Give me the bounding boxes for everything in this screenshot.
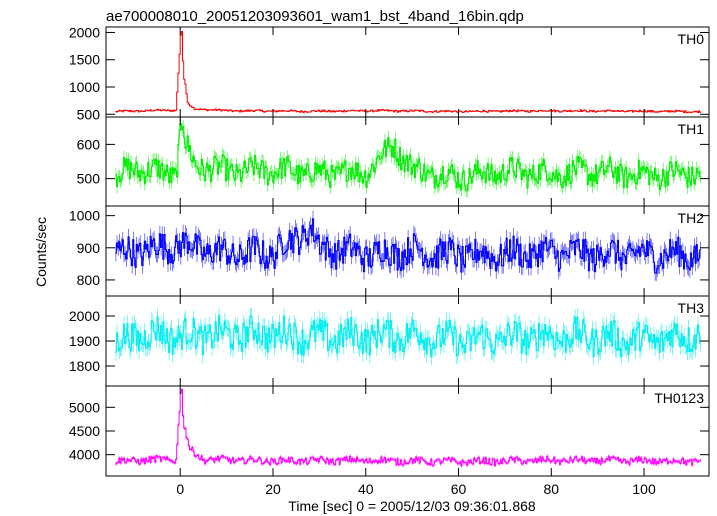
y-tick-label: 1500: [69, 52, 100, 68]
panel-label-th3: TH3: [678, 300, 705, 316]
series-th2-line: [115, 218, 701, 274]
y-tick-label: 4000: [69, 447, 100, 463]
y-tick-label: 2000: [69, 24, 100, 40]
panels-group: 500 1000 1500 2000 TH0 500 600 TH1 800 900 1000 TH2…: [69, 24, 710, 477]
y-tick-label: 1000: [69, 79, 100, 95]
series-th3-line: [115, 314, 701, 358]
y-tick-label: 900: [77, 240, 101, 256]
y-tick-label: 800: [77, 272, 101, 288]
x-tick-label: 40: [358, 481, 374, 497]
series-th0-line: [115, 31, 701, 114]
x-tick-label: 60: [451, 481, 467, 497]
x-tick-label: 100: [632, 481, 656, 497]
panel-th2: 800 900 1000 TH2: [69, 205, 710, 297]
x-tick-label: 80: [544, 481, 560, 497]
series-th2-errors: [115, 210, 701, 282]
panel-label-th0: TH0: [678, 31, 705, 47]
y-tick-label: 500: [77, 171, 101, 187]
panel-frame: [105, 26, 710, 118]
panel-th1: 500 600 TH1: [77, 116, 710, 207]
panel-label-th0123: TH0123: [654, 390, 704, 406]
y-tick-label: 600: [77, 136, 101, 152]
chart-title: ae700008010_20051203093601_wam1_bst_4ban…: [106, 8, 524, 25]
y-tick-label: 2000: [69, 308, 100, 324]
y-tick-label: 1000: [69, 208, 100, 224]
x-axis: 0 20 40 60 80 100: [176, 481, 656, 497]
x-tick-label: 20: [265, 481, 281, 497]
panel-label-th2: TH2: [678, 210, 705, 226]
panel-th0123: 4000 4500 5000 TH0123: [69, 385, 710, 477]
series-th1-line: [115, 123, 701, 192]
y-tick-label: 1900: [69, 333, 100, 349]
y-tick-label: 5000: [69, 399, 100, 415]
panel-th3: 1800 1900 2000 TH3: [69, 295, 710, 387]
series-th1-errors: [115, 117, 701, 198]
panel-th0: 500 1000 1500 2000 TH0: [69, 24, 710, 122]
x-axis-label: Time [sec] 0 = 2005/12/03 09:36:01.868: [288, 498, 536, 514]
y-tick-label: 500: [77, 106, 101, 122]
panel-label-th1: TH1: [678, 121, 705, 137]
x-tick-label: 0: [176, 481, 184, 497]
y-tick-label: 4500: [69, 423, 100, 439]
y-tick-label: 1800: [69, 358, 100, 374]
y-axis-label: Counts/sec: [33, 217, 49, 287]
series-th0-errors: [115, 53, 701, 114]
series-th0123-line: [115, 388, 701, 467]
